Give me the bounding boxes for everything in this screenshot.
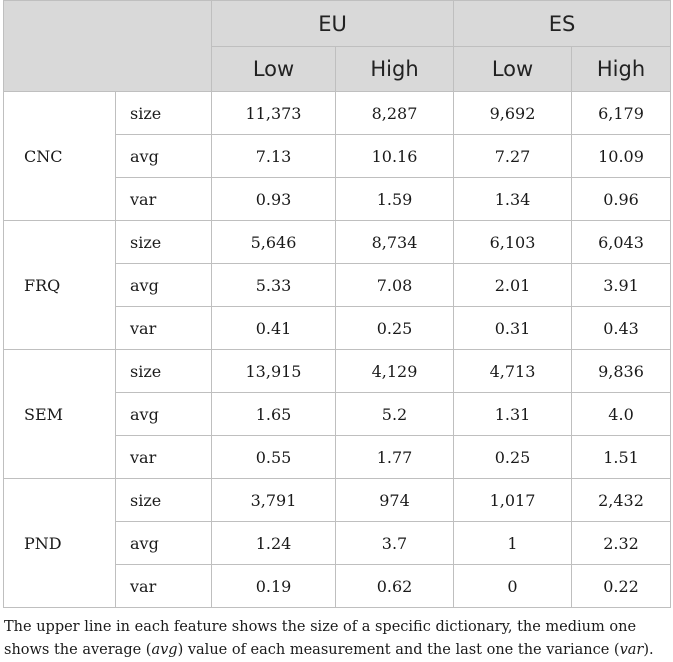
value-cell: 0.93	[211, 177, 336, 221]
value-cell: 0.41	[211, 306, 336, 350]
table-row: avg 5.33 7.08 2.01 3.91	[4, 263, 672, 307]
value-cell: 1.34	[453, 177, 573, 221]
value-cell: 1.31	[453, 392, 573, 436]
value-cell: 0.19	[211, 564, 336, 608]
value-cell: 3,791	[211, 478, 336, 522]
measure-label: avg	[115, 521, 212, 565]
value-cell: 6,043	[571, 220, 672, 264]
value-cell: 10.16	[334, 134, 455, 178]
value-cell: 0.62	[334, 564, 455, 608]
measure-label: size	[115, 478, 212, 522]
table-row: PND size 3,791 974 1,017 2,432	[3, 478, 672, 608]
value-cell: 7.08	[334, 263, 455, 307]
value-cell: 0.96	[571, 177, 672, 221]
table-row: avg 7.13 10.16 7.27 10.09	[4, 134, 672, 178]
value-cell: 9,692	[453, 91, 573, 135]
feature-label: PND	[3, 478, 116, 608]
measure-label: size	[115, 91, 212, 135]
value-cell: 0.31	[453, 306, 573, 350]
measure-label: avg	[115, 392, 212, 436]
subheader-eu-low: Low	[211, 46, 336, 92]
header-blank-cell	[3, 0, 212, 92]
table-row: CNC size 11,373 8,287 9,692 6,179	[3, 91, 672, 221]
table-row: avg 1.65 5.2 1.31 4.0	[4, 392, 672, 436]
value-cell: 1,017	[453, 478, 573, 522]
group-header-eu: EU	[210, 0, 455, 47]
measure-label: var	[115, 435, 212, 479]
value-cell: 0.22	[571, 564, 672, 608]
table-caption: The upper line in each feature shows the…	[4, 616, 669, 662]
value-cell: 1.51	[571, 435, 672, 479]
feature-label: SEM	[3, 349, 116, 479]
group-header-es: ES	[453, 0, 672, 47]
value-cell: 5,646	[211, 220, 336, 264]
feature-label: CNC	[3, 91, 116, 221]
measure-label: var	[115, 564, 212, 608]
value-cell: 5.2	[334, 392, 455, 436]
value-cell: 9,836	[571, 349, 672, 393]
value-cell: 2.32	[571, 521, 672, 565]
table-row: var 0.19 0.62 0 0.22	[4, 564, 672, 608]
table-row: var 0.55 1.77 0.25 1.51	[4, 435, 672, 479]
value-cell: 0.25	[453, 435, 573, 479]
caption-avg-term: avg	[151, 642, 178, 658]
value-cell: 4.0	[571, 392, 672, 436]
table-row: var 0.41 0.25 0.31 0.43	[4, 306, 672, 350]
caption-text-3: ).	[643, 642, 654, 658]
value-cell: 1.59	[334, 177, 455, 221]
measure-label: size	[115, 220, 212, 264]
value-cell: 1.77	[334, 435, 455, 479]
data-table: EU ES Low High Low High CNC size 11,373 8,2…	[3, 0, 672, 608]
value-cell: 0.25	[334, 306, 455, 350]
value-cell: 7.13	[211, 134, 336, 178]
caption-var-term: var	[619, 642, 644, 658]
value-cell: 2.01	[453, 263, 573, 307]
value-cell: 11,373	[211, 91, 336, 135]
measure-label: size	[115, 349, 212, 393]
value-cell: 6,179	[571, 91, 672, 135]
value-cell: 2,432	[571, 478, 672, 522]
table-row: SEM size 13,915 4,129 4,713 9,836	[3, 349, 672, 479]
value-cell: 5.33	[211, 263, 336, 307]
value-cell: 0.43	[571, 306, 672, 350]
table-row: FRQ size 5,646 8,734 6,103 6,043	[3, 220, 672, 350]
value-cell: 3.7	[334, 521, 455, 565]
value-cell: 6,103	[453, 220, 573, 264]
value-cell: 974	[334, 478, 455, 522]
subheader-es-high: High	[571, 46, 672, 92]
value-cell: 0.55	[211, 435, 336, 479]
measure-label: avg	[115, 263, 212, 307]
value-cell: 10.09	[571, 134, 672, 178]
table-row: avg 1.24 3.7 1 2.32	[4, 521, 672, 565]
measure-label: var	[115, 306, 212, 350]
value-cell: 13,915	[211, 349, 336, 393]
value-cell: 1.65	[211, 392, 336, 436]
subheader-eu-high: High	[334, 46, 455, 92]
value-cell: 4,129	[334, 349, 455, 393]
table-header: EU ES Low High Low High	[3, 0, 672, 92]
caption-text-2: ) value of each measurement and the last…	[177, 642, 620, 658]
value-cell: 8,287	[334, 91, 455, 135]
value-cell: 1	[453, 521, 573, 565]
subheader-es-low: Low	[453, 46, 573, 92]
table-row: var 0.93 1.59 1.34 0.96	[4, 177, 672, 221]
value-cell: 0	[453, 564, 573, 608]
value-cell: 4,713	[453, 349, 573, 393]
value-cell: 7.27	[453, 134, 573, 178]
measure-label: avg	[115, 134, 212, 178]
caption-text-1: The upper line in each feature shows the…	[4, 619, 637, 658]
value-cell: 8,734	[334, 220, 455, 264]
measure-label: var	[115, 177, 212, 221]
value-cell: 1.24	[211, 521, 336, 565]
value-cell: 3.91	[571, 263, 672, 307]
table-body: CNC size 11,373 8,287 9,692 6,179 avg 7.13 10.16…	[3, 91, 672, 608]
feature-label: FRQ	[3, 220, 116, 350]
